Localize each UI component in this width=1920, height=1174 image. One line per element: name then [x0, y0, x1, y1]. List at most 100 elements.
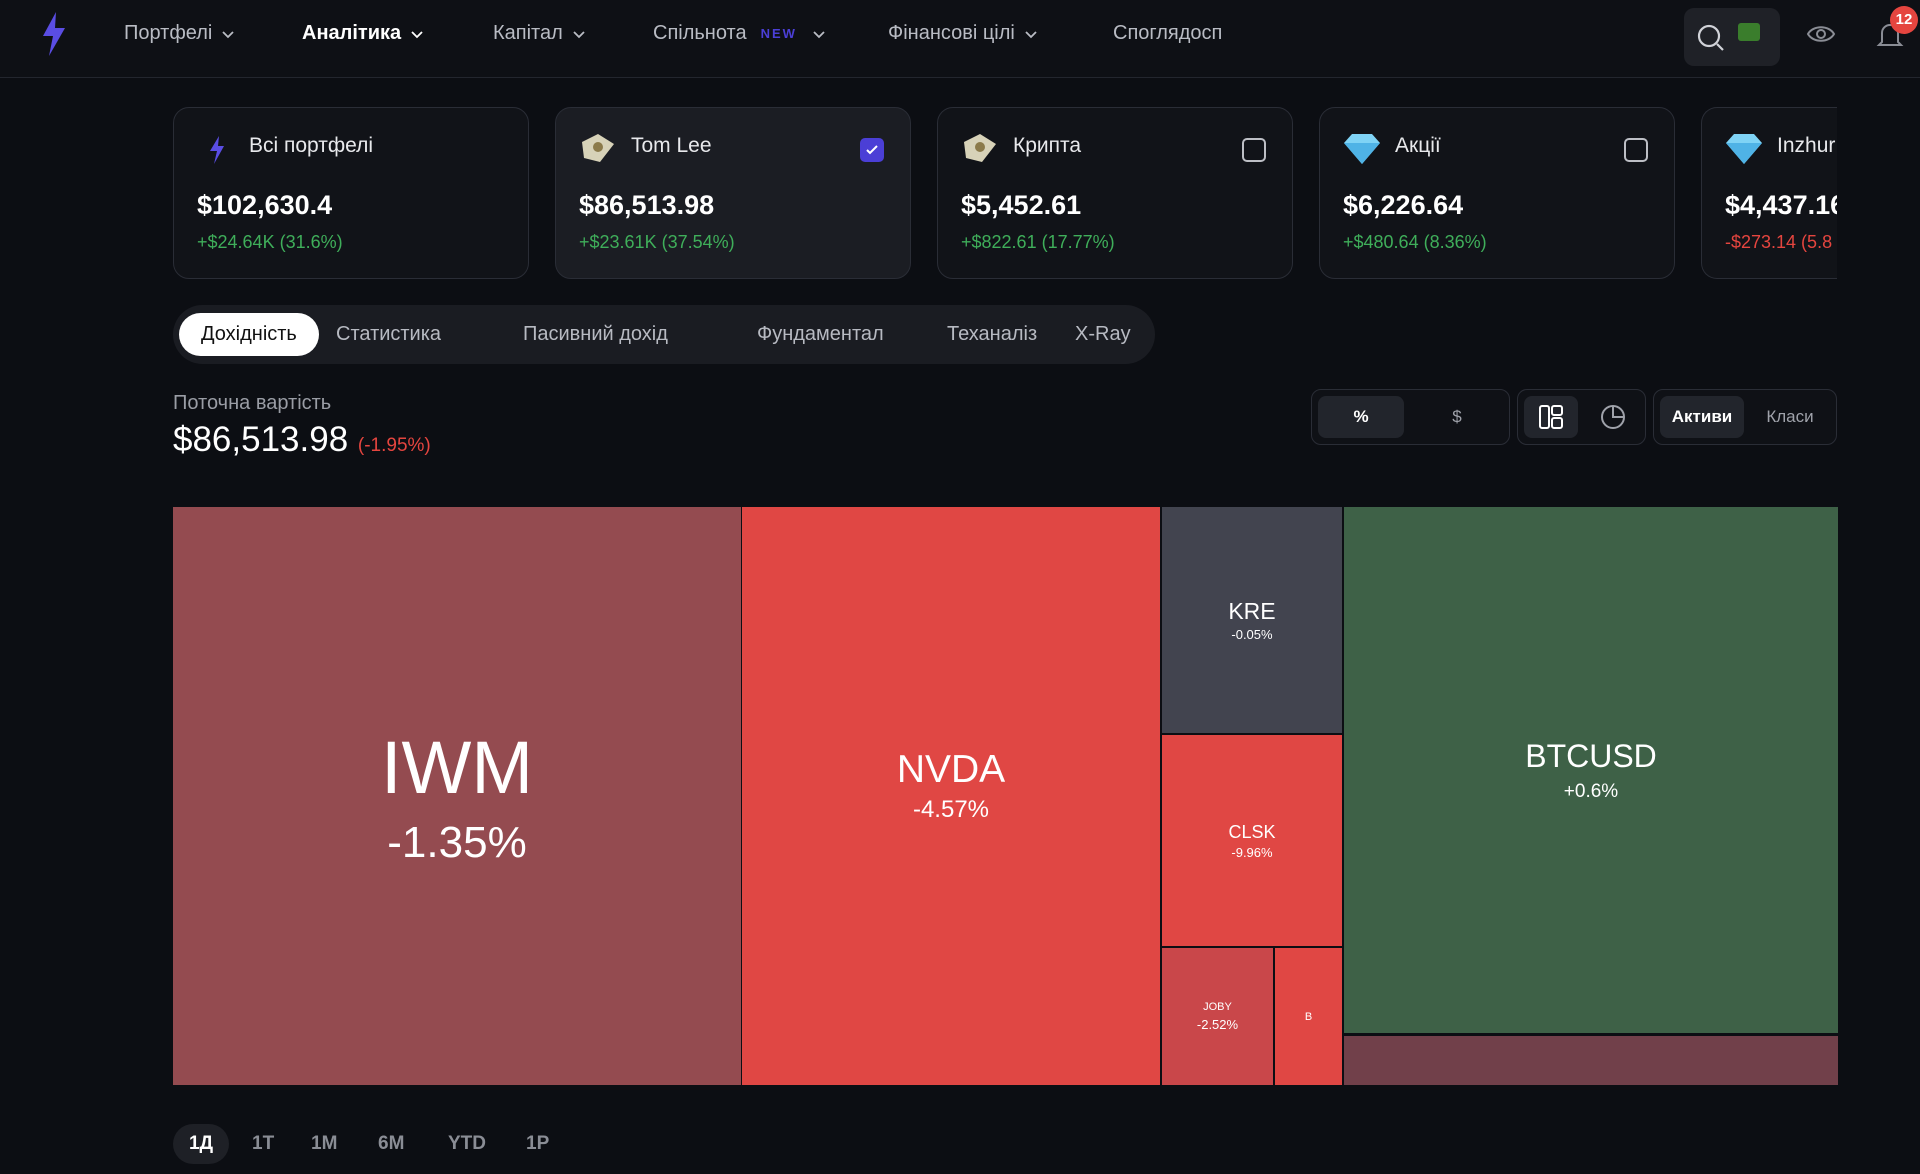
nav-item[interactable]: Фінансові цілі	[888, 22, 1039, 45]
portfolio-value: $4,437.16	[1725, 190, 1837, 220]
group-button[interactable]: Класи	[1766, 407, 1814, 426]
tile-change: -4.57%	[912, 796, 990, 823]
nav-item[interactable]: Аналітика	[302, 22, 425, 45]
tile[interactable]: B	[1275, 948, 1342, 1085]
tile[interactable]	[1344, 1036, 1838, 1085]
tile-change: -1.35%	[387, 817, 527, 867]
portfolio-icon	[964, 134, 996, 162]
nav-label: Портфелі	[124, 22, 213, 44]
avatar	[1738, 23, 1760, 41]
portfolio-value: $102,630.4	[197, 190, 333, 220]
tile-ticker: CLSK	[1228, 821, 1276, 842]
nav-label: Аналітика	[302, 22, 402, 44]
portfolio-name: Акції	[1395, 134, 1441, 157]
treemap: IWM -1.35% NVDA -4.57% KRE -0.05% CLSK -9.96…	[173, 507, 1838, 1085]
search-icon	[1697, 24, 1724, 51]
nav-label: Капітал	[493, 22, 563, 44]
nav-item[interactable]: Портфелі	[124, 22, 236, 45]
tab[interactable]: Пасивний дохід	[523, 323, 668, 345]
portfolio-value: $5,452.61	[961, 190, 1082, 220]
period-button[interactable]: 1М	[311, 1133, 338, 1154]
treemap-icon	[1539, 405, 1563, 429]
nav-label: Спільнота	[653, 22, 747, 44]
checkbox[interactable]	[1624, 138, 1648, 162]
tab[interactable]: Фундаментал	[757, 323, 884, 345]
tile-ticker: JOBY	[1203, 1001, 1232, 1013]
chevron	[1025, 30, 1037, 38]
chevron	[813, 30, 825, 38]
period-button[interactable]: YTD	[448, 1133, 486, 1154]
unit-button[interactable]: $	[1452, 407, 1462, 426]
tile[interactable]: BTCUSD +0.6%	[1344, 507, 1838, 1033]
header: Портфелі Аналітика Капітал Спільнота NEW …	[0, 0, 1920, 78]
portfolio-name: Всі портфелі	[249, 134, 374, 157]
portfolio-change: +$24.64K (31.6%)	[197, 232, 343, 252]
pie-view-button[interactable]	[1586, 396, 1640, 438]
portfolio-icon	[1344, 134, 1380, 164]
tab[interactable]: Статистика	[336, 323, 442, 345]
tile-change: -0.05%	[1231, 627, 1273, 642]
unit-button[interactable]: %	[1318, 396, 1404, 438]
tile-change: -9.96%	[1231, 844, 1273, 860]
period-button[interactable]: 1Р	[526, 1133, 550, 1154]
tab-bar: Дохідність Статистика Пасивний дохід Фун…	[173, 305, 1155, 364]
portfolio-icon	[582, 134, 614, 162]
tile[interactable]: IWM -1.35%	[173, 507, 741, 1085]
nav-item[interactable]: Капітал	[493, 22, 587, 45]
nav-item[interactable]: Спільнота NEW	[653, 22, 827, 45]
current-value: $86,513.98	[173, 420, 349, 459]
portfolio-value: $86,513.98	[579, 190, 715, 220]
tab[interactable]: Теханаліз	[947, 323, 1038, 345]
portfolio-change: +$822.61 (17.77%)	[961, 232, 1115, 252]
eye-icon[interactable]	[1806, 22, 1836, 46]
treemap-view-button[interactable]	[1524, 396, 1578, 438]
checkbox[interactable]	[860, 138, 884, 162]
unit-toggle: % $	[1311, 389, 1510, 445]
view-toggle	[1517, 389, 1646, 445]
period-button[interactable]: 1Д	[173, 1124, 229, 1164]
tab[interactable]: X-Ray	[1075, 323, 1131, 345]
tile-ticker: BTCUSD	[1525, 737, 1657, 774]
nav-item[interactable]: Споглядосп	[1113, 22, 1222, 45]
current-label: Поточна вартість	[173, 392, 332, 414]
nav-label: Фінансові цілі	[888, 22, 1015, 44]
chevron	[573, 30, 585, 38]
portfolio-name: Tom Lee	[631, 134, 712, 157]
current-change: (-1.95%)	[357, 435, 431, 456]
portfolio-card[interactable]: Tom Lee $86,513.98 +$23.61K (37.54%)	[555, 107, 911, 279]
portfolio-card[interactable]: Всі портфелі $102,630.4 +$24.64K (31.6%)	[173, 107, 529, 279]
portfolio-icon	[210, 136, 224, 164]
tile[interactable]: KRE -0.05%	[1162, 507, 1342, 733]
tile[interactable]: JOBY -2.52%	[1162, 948, 1273, 1085]
portfolio-card[interactable]: Крипта $5,452.61 +$822.61 (17.77%)	[937, 107, 1293, 279]
logo[interactable]	[40, 12, 68, 56]
checkbox[interactable]	[1242, 138, 1266, 162]
tile-ticker: B	[1304, 1010, 1313, 1023]
tile[interactable]: CLSK -9.96%	[1162, 735, 1342, 946]
tile-change: -2.52%	[1196, 1017, 1239, 1032]
search-box[interactable]	[1684, 8, 1780, 66]
portfolio-icon	[1726, 134, 1762, 164]
nav-label: Споглядосп	[1113, 22, 1223, 44]
pie-icon	[1601, 405, 1625, 429]
tile-change: +0.6%	[1563, 780, 1619, 802]
tile-ticker: KRE	[1228, 598, 1276, 624]
chevron	[222, 30, 235, 38]
portfolio-value: $6,226.64	[1343, 190, 1464, 220]
notification-count: 12	[1890, 6, 1918, 34]
portfolio-card[interactable]: Inzhur $4,437.16 -$273.14 (5.8	[1701, 107, 1837, 279]
current-value-row: $86,513.98 (-1.95%)	[173, 420, 431, 460]
portfolio-name: Крипта	[1013, 134, 1082, 157]
portfolio-card[interactable]: Акції $6,226.64 +$480.64 (8.36%)	[1319, 107, 1675, 279]
group-button[interactable]: Активи	[1660, 396, 1744, 438]
period-button[interactable]: 1Т	[252, 1133, 275, 1154]
tile[interactable]: NVDA -4.57%	[742, 507, 1160, 1085]
portfolio-name: Inzhur	[1777, 134, 1836, 157]
portfolio-change: -$273.14 (5.8	[1725, 232, 1833, 252]
period-button[interactable]: 6М	[378, 1133, 405, 1154]
new-badge: NEW	[760, 26, 797, 41]
tile-ticker: NVDA	[896, 748, 1006, 791]
tab[interactable]: Дохідність	[179, 313, 319, 356]
